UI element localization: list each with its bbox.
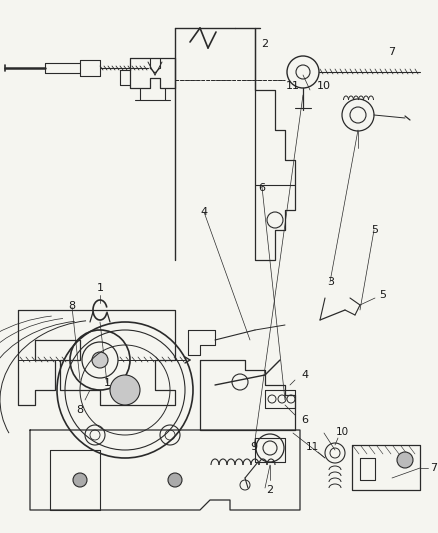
Text: 7: 7 bbox=[389, 47, 396, 57]
Text: 10: 10 bbox=[336, 427, 349, 437]
Text: 6: 6 bbox=[258, 183, 265, 192]
Text: 5: 5 bbox=[371, 225, 378, 235]
Circle shape bbox=[73, 473, 87, 487]
Text: 11: 11 bbox=[305, 442, 318, 452]
Text: 11: 11 bbox=[286, 82, 300, 91]
Text: 6: 6 bbox=[301, 415, 308, 425]
Text: 3: 3 bbox=[327, 278, 334, 287]
Text: 2: 2 bbox=[261, 39, 268, 49]
Text: 1: 1 bbox=[96, 283, 103, 293]
Circle shape bbox=[92, 352, 108, 368]
Circle shape bbox=[110, 375, 140, 405]
Text: 5: 5 bbox=[379, 290, 386, 300]
Text: 10: 10 bbox=[317, 82, 331, 91]
Text: 8: 8 bbox=[69, 302, 76, 311]
Text: 2: 2 bbox=[266, 485, 274, 495]
Circle shape bbox=[397, 452, 413, 468]
Text: 4: 4 bbox=[200, 207, 207, 217]
Text: 4: 4 bbox=[301, 370, 308, 380]
Text: 8: 8 bbox=[77, 405, 84, 415]
Circle shape bbox=[168, 473, 182, 487]
Text: 9: 9 bbox=[251, 442, 258, 451]
Text: 1: 1 bbox=[104, 378, 111, 387]
Text: 7: 7 bbox=[431, 463, 438, 473]
